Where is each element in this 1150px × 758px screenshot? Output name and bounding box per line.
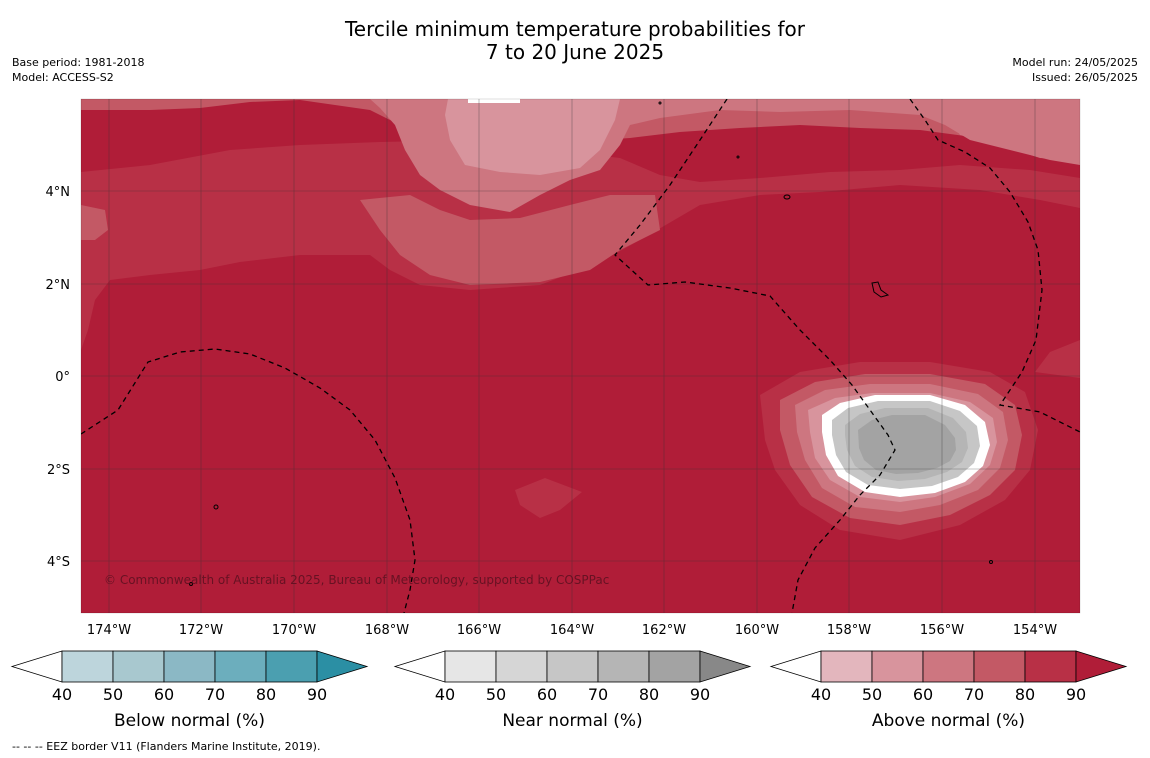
colorbar-above-segment [973,650,1026,683]
colorbar-above-label: Above normal (%) [872,711,1025,731]
colorbar-above-tick-label: 50 [862,685,882,704]
meta-right: Model run: 24/05/2025 Issued: 26/05/2025 [1012,55,1138,85]
contour-above-60-west [81,205,108,240]
colorbar-near-under-triangle [393,650,446,683]
model-text: Model: ACCESS-S2 [12,71,114,84]
eez-border-center [614,99,896,613]
lon-label-156w: 156°W [920,623,964,638]
islands [189,101,993,586]
colorbar-near-tick-label: 50 [486,685,506,704]
map-frame [80,98,1081,614]
colorbar-above-tick-label: 60 [913,685,933,704]
colorbar-below-segment [163,650,216,683]
map-figure: © Commonwealth of Australia 2025, Bureau… [10,98,1128,731]
meta-left: Base period: 1981-2018 Model: ACCESS-S2 [12,55,144,85]
colorbar-above-segment [1024,650,1077,683]
colorbar-near-tick-label: 80 [639,685,659,704]
colorbar-below-tick-label: 70 [205,685,225,704]
contour-above-60-center [360,195,660,285]
colorbar-near: 40 50 60 70 80 90 Near normal (%) [393,650,752,731]
lon-label-168w: 168°W [365,623,409,638]
colorbar-above-segment [820,650,873,683]
map-contours [81,99,1080,613]
island-6 [658,101,662,105]
colorbar-above-segment [871,650,924,683]
island-5 [989,560,993,564]
colorbar-near-tick-label: 60 [537,685,557,704]
colorbar-below-segment [265,650,318,683]
lon-labels: 174°W 172°W 170°W 168°W 166°W 164°W 162°… [87,623,1057,638]
grid-lines [81,99,1080,613]
colorbar-above-tick-label: 70 [964,685,984,704]
lat-label-4n: 4°N [46,185,71,200]
colorbar-above-tick-label: 90 [1066,685,1086,704]
island-4 [189,582,193,586]
colorbar-below-tick-label: 80 [256,685,276,704]
eez-footnote: -- -- -- EEZ border V11 (Flanders Marine… [12,740,321,753]
contour-above-70-east [1035,340,1080,378]
model-run-text: Model run: 24/05/2025 [1012,56,1138,69]
colorbar-above-tick-label: 40 [811,685,831,704]
title-line-1: Tercile minimum temperature probabilitie… [344,17,806,41]
colorbar-below-tick-label: 90 [307,685,327,704]
lon-label-174w: 174°W [87,623,131,638]
colorbar-near-tick-label: 40 [435,685,455,704]
lon-label-160w: 160°W [735,623,779,638]
colorbar-below-tick-label: 50 [103,685,123,704]
colorbar-near-tick-label: 90 [690,685,710,704]
lat-label-2n: 2°N [46,278,71,293]
blob-near-80 [858,415,956,474]
base-period-text: Base period: 1981-2018 [12,56,145,69]
colorbar-below-label: Below normal (%) [114,711,265,731]
lon-label-154w: 154°W [1013,623,1057,638]
colorbar-near-tick-label: 70 [588,685,608,704]
copyright-text: © Commonwealth of Australia 2025, Bureau… [104,573,609,587]
island-1 [783,194,791,200]
lon-label-158w: 158°W [827,623,871,638]
lat-label-4s: 4°S [47,555,70,570]
colorbar-group: 40 50 60 70 80 90 Below normal (%) 40 50 60 70 80 90… [10,650,1128,731]
lat-label-0: 0° [55,370,70,385]
eez-border-west [81,348,416,613]
island-7 [736,155,740,159]
colorbar-near-over-triangle [699,650,752,683]
island-3 [213,504,219,510]
eez-border-east [909,99,1080,433]
colorbar-near-segment [597,650,650,683]
colorbar-below-segment [214,650,267,683]
contour-above-40 [445,99,620,175]
colorbar-below-segment [112,650,165,683]
contour-above-70-south [515,478,582,518]
lon-label-162w: 162°W [642,623,686,638]
colorbar-below-over-triangle [316,650,369,683]
colorbar-near-segment [546,650,599,683]
chart-title: Tercile minimum temperature probabilitie… [0,18,1150,64]
colorbar-above: 40 50 60 70 80 90 Above normal (%) [769,650,1128,731]
lat-label-2s: 2°S [47,463,70,478]
colorbar-below-tick-label: 60 [154,685,174,704]
colorbar-below-segment [61,650,114,683]
title-line-2: 7 to 20 June 2025 [485,40,665,64]
lon-label-164w: 164°W [550,623,594,638]
colorbar-above-segment [922,650,975,683]
lat-labels: 4°N 2°N 0° 2°S 4°S [46,185,71,570]
issued-text: Issued: 26/05/2025 [1031,71,1138,84]
colorbar-near-label: Near normal (%) [502,711,642,731]
eez-borders [81,99,1080,613]
colorbar-above-under-triangle [769,650,822,683]
white-gap-north [468,99,520,103]
colorbar-above-over-triangle [1075,650,1128,683]
contour-above-40-ne [940,99,1080,160]
colorbar-near-segment [648,650,701,683]
colorbar-above-tick-label: 80 [1015,685,1035,704]
colorbar-below-under-triangle [10,650,63,683]
colorbar-below: 40 50 60 70 80 90 Below normal (%) [10,650,369,731]
lon-label-170w: 170°W [272,623,316,638]
lon-label-172w: 172°W [179,623,223,638]
colorbar-near-segment [495,650,548,683]
colorbar-near-segment [444,650,497,683]
lon-label-166w: 166°W [457,623,501,638]
colorbar-below-tick-label: 40 [52,685,72,704]
island-2 [871,281,890,298]
